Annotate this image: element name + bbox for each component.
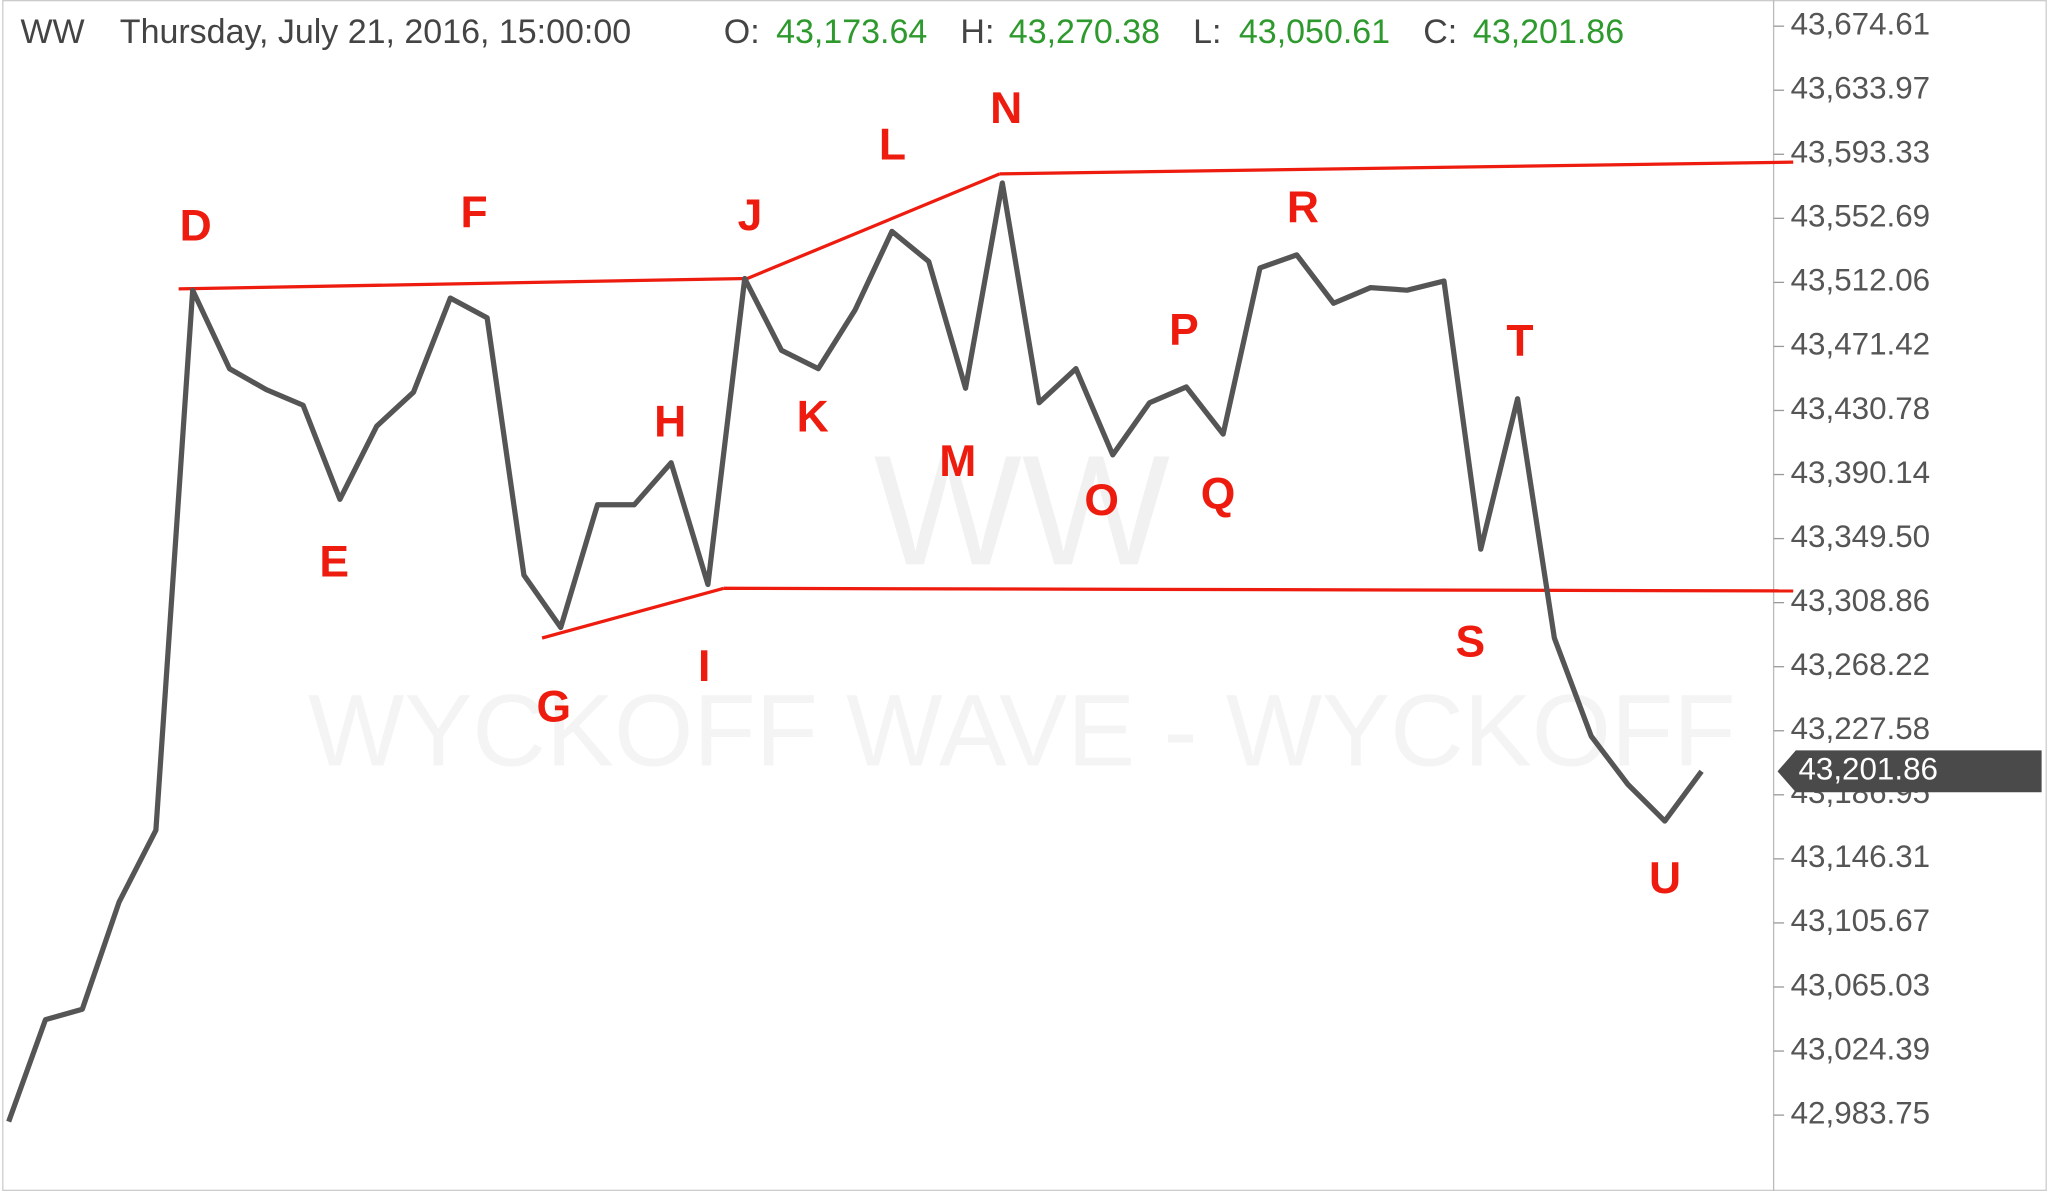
y-tick-label: 43,390.14 <box>1791 455 1931 490</box>
annotation: I <box>698 642 710 691</box>
y-tick-label: 43,308.86 <box>1791 583 1931 618</box>
field-label: C: <box>1423 13 1457 51</box>
trend-line <box>178 276 748 291</box>
field-value: 43,270.38 <box>1009 13 1160 51</box>
annotation: D <box>180 202 212 251</box>
annotation: P <box>1169 306 1199 355</box>
annotation: U <box>1649 854 1681 903</box>
trend-line <box>746 172 1001 280</box>
y-tick-label: 43,552.69 <box>1791 199 1931 234</box>
field-value: 43,201.86 <box>1473 13 1624 51</box>
watermark: WYCKOFF WAVE - WYCKOFF <box>308 674 1735 788</box>
annotation: N <box>990 84 1022 133</box>
price-tag-label: 43,201.86 <box>1798 752 1938 787</box>
annotation: H <box>654 398 686 447</box>
annotation: R <box>1287 183 1319 232</box>
annotation: T <box>1506 317 1533 366</box>
y-tick-label: 42,983.75 <box>1791 1095 1931 1130</box>
datetime: Thursday, July 21, 2016, 15:00:00 <box>120 13 631 51</box>
watermark: WW <box>874 423 1170 598</box>
annotation: K <box>797 392 829 441</box>
y-tick-label: 43,349.50 <box>1791 519 1931 554</box>
y-tick-label: 43,593.33 <box>1791 135 1931 170</box>
header: WW Thursday, July 21, 2016, 15:00:00 O: 4… <box>20 13 1624 51</box>
y-tick-label: 43,065.03 <box>1791 967 1931 1002</box>
trend-line <box>723 586 1794 593</box>
y-tick-label: 43,471.42 <box>1791 327 1931 362</box>
field-value: 43,050.61 <box>1239 13 1390 51</box>
y-tick-label: 43,512.06 <box>1791 263 1931 298</box>
y-tick-label: 43,633.97 <box>1791 70 1931 105</box>
annotation: Q <box>1201 470 1236 519</box>
y-tick-label: 43,227.58 <box>1791 711 1931 746</box>
annotation: J <box>738 191 763 240</box>
field-label: L: <box>1193 13 1221 51</box>
y-tick-label: 43,024.39 <box>1791 1031 1931 1066</box>
y-tick-label: 43,430.78 <box>1791 391 1931 426</box>
annotation: S <box>1455 617 1485 666</box>
symbol: WW <box>20 13 84 51</box>
annotation: E <box>319 538 349 587</box>
price-line <box>6 180 1704 1123</box>
annotation: G <box>537 683 572 732</box>
y-tick-label: 43,146.31 <box>1791 839 1931 874</box>
annotation: O <box>1084 476 1119 525</box>
trend-line <box>999 160 1794 176</box>
y-tick-label: 43,268.22 <box>1791 647 1931 682</box>
field-label: H: <box>960 13 994 51</box>
field-value: 43,173.64 <box>776 13 927 51</box>
watermark-group: WW WYCKOFF WAVE - WYCKOFF <box>308 423 1735 787</box>
annotation: M <box>939 437 976 486</box>
trend-lines <box>178 160 1794 640</box>
field-label: O: <box>724 13 760 51</box>
annotation: L <box>879 120 906 169</box>
y-tick-label: 43,105.67 <box>1791 903 1931 938</box>
trend-line <box>541 586 725 640</box>
annotation: F <box>461 188 488 237</box>
price-tag <box>1777 750 2042 793</box>
y-tick-label: 43,674.61 <box>1791 6 1931 41</box>
